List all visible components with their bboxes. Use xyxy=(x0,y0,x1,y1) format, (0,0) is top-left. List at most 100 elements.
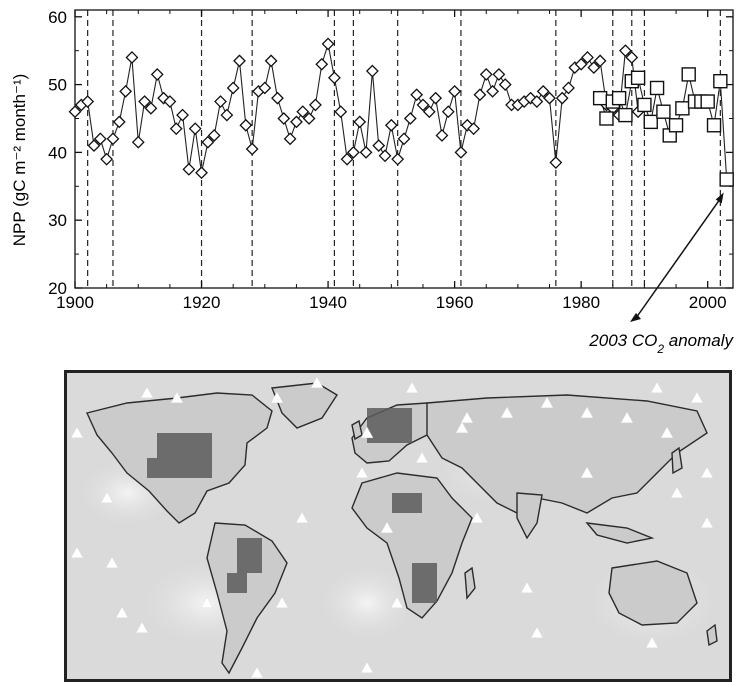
station-triangle xyxy=(520,581,534,594)
diamond-point xyxy=(403,112,417,125)
diamond-point xyxy=(448,84,462,98)
japan xyxy=(671,446,683,475)
station-triangle xyxy=(500,406,514,419)
diamond-point xyxy=(593,54,607,68)
station-triangle xyxy=(580,466,594,479)
square-point xyxy=(668,118,684,133)
diamond-point xyxy=(486,84,499,98)
station-triangle xyxy=(100,491,114,504)
station-triangle xyxy=(380,521,394,534)
station-markers xyxy=(70,376,714,679)
chart-ticks: 1900 1920 1940 1960 1980 2000 20 30 40 50 60 xyxy=(48,8,733,312)
diamond-point xyxy=(296,105,310,119)
station-triangle xyxy=(170,391,184,404)
diamond-point xyxy=(309,98,322,112)
diamond-point xyxy=(378,149,392,163)
diamond-point xyxy=(391,152,405,166)
station-triangle xyxy=(530,626,544,639)
diamond-point xyxy=(536,84,550,98)
diamond-point xyxy=(195,166,208,180)
station-triangle xyxy=(70,546,84,559)
diamond-point xyxy=(549,156,563,169)
station-triangle xyxy=(360,426,374,439)
station-triangle xyxy=(360,661,374,674)
square-point xyxy=(700,94,715,109)
diamond-point xyxy=(144,101,158,115)
diamond-point xyxy=(498,78,512,92)
uk xyxy=(351,419,363,441)
square-point xyxy=(713,73,728,89)
diamond-point xyxy=(302,112,316,125)
station-triangle xyxy=(645,636,659,649)
diamond-point xyxy=(422,105,436,119)
diamond-point xyxy=(562,81,575,95)
station-triangle xyxy=(295,511,309,524)
diamond-point xyxy=(479,67,493,81)
station-triangle xyxy=(135,621,149,634)
square-point xyxy=(611,90,627,106)
diamond-point xyxy=(169,122,183,136)
diamond-point xyxy=(492,67,506,81)
plot-frame xyxy=(74,9,734,289)
station-triangle xyxy=(540,396,554,409)
square-point xyxy=(643,114,658,130)
diamond-point xyxy=(182,162,196,176)
station-triangle xyxy=(650,381,664,394)
diamond-point xyxy=(435,129,449,142)
diamond-point xyxy=(619,44,632,58)
south-america xyxy=(206,522,288,675)
asia xyxy=(426,394,708,514)
diamond-point xyxy=(87,139,101,153)
station-triangle xyxy=(250,666,264,679)
x-tick-label: 2000 xyxy=(689,293,727,312)
station-triangle xyxy=(460,411,474,424)
station-triangle xyxy=(390,596,404,609)
diamond-point xyxy=(327,71,341,85)
square-point xyxy=(630,70,646,86)
new-zealand xyxy=(706,623,718,647)
diamond-point xyxy=(625,51,639,64)
diamond-point xyxy=(138,95,152,108)
diamond-point xyxy=(283,132,297,146)
diamond-point xyxy=(467,122,481,136)
diamond-point xyxy=(226,81,240,95)
square-point xyxy=(681,67,696,82)
diamond-point xyxy=(239,118,253,132)
station-triangle xyxy=(200,596,214,609)
continents xyxy=(86,382,718,675)
diamond-point xyxy=(473,88,487,102)
event-lines xyxy=(87,10,721,288)
diamond-point xyxy=(264,54,278,68)
station-triangle xyxy=(355,466,369,479)
india xyxy=(516,492,543,540)
y-tick-label: 60 xyxy=(48,8,67,27)
diamond-point xyxy=(384,118,398,132)
diamond-point xyxy=(416,98,430,112)
diamond-point xyxy=(429,91,443,105)
diamond-point xyxy=(277,112,291,125)
diamond-point xyxy=(359,145,373,159)
diamond-point xyxy=(271,91,284,105)
diamond-point xyxy=(334,105,348,119)
square-point xyxy=(599,111,614,126)
square-point xyxy=(719,172,734,187)
station-triangle xyxy=(270,391,284,404)
diamond-point xyxy=(176,108,189,122)
diamond-point xyxy=(245,142,259,156)
diamond-point xyxy=(201,135,215,149)
x-tick-label: 1900 xyxy=(56,293,94,312)
square-point xyxy=(675,101,690,116)
diamond-point xyxy=(112,115,126,129)
y-tick-label: 50 xyxy=(48,76,67,95)
series-markers xyxy=(68,37,734,187)
diamond-point xyxy=(581,51,594,64)
x-tick-label: 1940 xyxy=(309,293,347,312)
diamond-point xyxy=(207,129,221,142)
diamond-point xyxy=(290,115,303,129)
australia xyxy=(608,560,698,626)
diamond-point xyxy=(574,57,588,71)
diamond-point xyxy=(150,67,164,81)
world-map xyxy=(64,370,732,682)
station-triangle xyxy=(620,411,634,424)
y-tick-label: 20 xyxy=(48,279,67,298)
